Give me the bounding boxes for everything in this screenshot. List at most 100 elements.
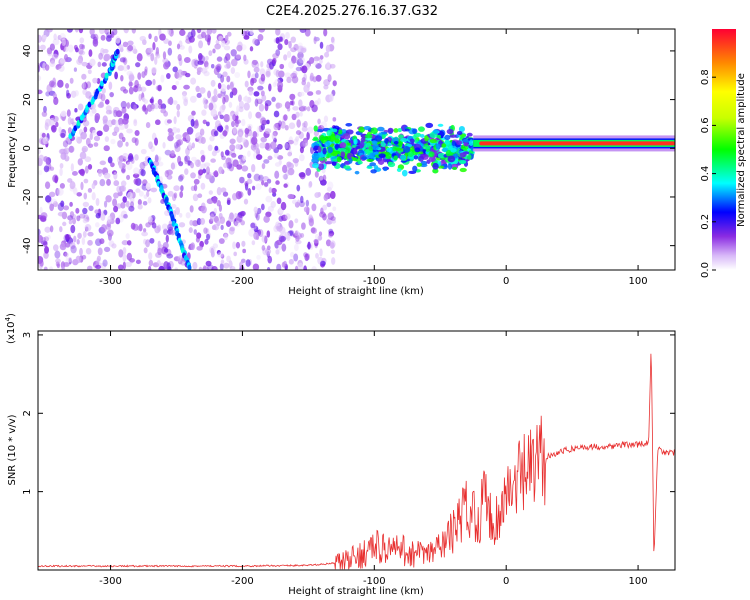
noise-blob [166,169,173,176]
noise-blob [158,104,163,110]
signal-blob [435,143,441,150]
noise-blob [130,222,136,230]
signal-blob [418,155,424,162]
signal-blob [444,139,450,145]
noise-blob [80,131,87,140]
noise-blob [98,52,104,60]
colorbar-tick-label: 0.4 [700,166,711,182]
noise-blob [150,187,158,193]
signal-blob [420,134,425,138]
noise-blob [59,183,65,189]
noise-blob [216,249,221,255]
y-tick-label: 20 [22,93,33,106]
noise-blob [88,205,94,212]
noise-blob [105,105,112,112]
noise-blob [271,132,277,141]
signal-blob [380,131,388,135]
noise-blob [243,102,250,111]
noise-blob [76,192,82,197]
noise-blob [320,260,326,266]
signal-blob [393,155,398,161]
signal-blob [368,145,374,152]
noise-blob [126,174,131,180]
noise-blob [179,45,185,50]
noise-blob [241,240,246,247]
noise-blob [184,155,188,165]
noise-blob [294,201,300,208]
signal-blob [450,148,457,153]
noise-blob [252,59,258,66]
noise-blob [157,247,162,256]
noise-blob [197,193,203,199]
signal-blob [456,131,463,136]
noise-blob [220,74,225,83]
noise-blob [260,203,265,211]
noise-blob [284,231,291,239]
noise-blob [223,162,229,169]
x-tick-label: 100 [629,276,648,287]
noise-blob [220,253,225,259]
noise-blob [272,192,277,197]
noise-blob [260,90,265,97]
noise-blob [267,205,274,212]
noise-blob [225,220,232,228]
noise-blob [201,67,208,74]
noise-blob [176,128,181,133]
noise-blob [287,168,295,176]
noise-blob [105,223,112,230]
noise-blob [197,53,203,61]
noise-blob [222,71,228,78]
noise-blob [289,93,296,101]
noise-blob [168,220,173,227]
noise-blob [46,47,53,55]
spectrogram-feature-0 [38,29,337,270]
noise-blob [275,180,280,185]
signal-blob [344,147,351,153]
noise-blob [102,259,108,267]
noise-blob [263,159,270,164]
noise-blob [70,90,77,98]
noise-blob [118,161,123,169]
noise-blob [66,109,71,117]
noise-blob [296,199,301,207]
noise-blob [108,81,113,90]
noise-blob [271,187,277,194]
noise-blob [38,89,43,95]
noise-blob [83,178,89,184]
noise-blob [290,36,297,43]
noise-blob [105,195,112,203]
noise-blob [271,96,276,102]
signal-blob [437,123,444,127]
noise-blob [299,29,307,34]
noise-blob [231,120,236,128]
noise-blob [117,140,123,148]
noise-blob [320,121,327,129]
noise-blob [57,34,62,41]
noise-blob [278,215,284,222]
x-tick-label: 100 [629,576,648,587]
noise-blob [150,145,155,152]
noise-blob [188,142,192,150]
signal-blob [349,140,355,144]
y-tick-label: 0 [22,145,33,151]
noise-blob [212,48,216,54]
noise-blob [43,165,50,173]
noise-blob [228,227,235,235]
noise-blob [184,155,190,162]
noise-blob [200,163,207,169]
noise-blob [103,124,110,132]
noise-blob [154,102,159,110]
noise-blob [235,143,242,150]
spectrogram-feature-2 [147,157,192,270]
signal-blob [383,167,388,172]
signal-blob [322,147,327,155]
noise-blob [78,213,86,219]
noise-blob [288,136,294,145]
noise-blob [86,265,93,270]
signal-blob [425,122,434,129]
y-tick-label: -20 [22,189,33,205]
noise-blob [83,192,88,200]
noise-blob [323,29,328,37]
noise-blob [113,192,119,199]
noise-blob [97,168,103,177]
